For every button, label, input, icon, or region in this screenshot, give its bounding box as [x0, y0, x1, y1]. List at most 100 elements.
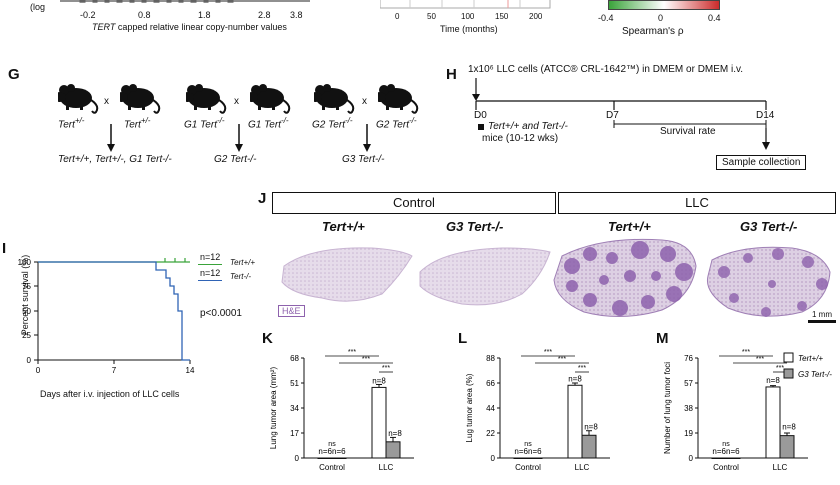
- panel-label-k: K: [262, 330, 273, 347]
- censor-marks-wt: [164, 258, 186, 262]
- panel-label-l: L: [458, 330, 468, 347]
- scale-label: 1 mm: [812, 310, 832, 319]
- mouse-icon: [250, 84, 291, 114]
- sig-stars: ***: [776, 365, 784, 372]
- left-axis-partial: (log: [30, 2, 46, 12]
- y-axis-label: Lug tumor area (%): [465, 373, 474, 442]
- left-axis-ticks: -0.2 0.8 1.8 2.8 3.8: [80, 10, 320, 22]
- left-xlabel-gene: TERT: [92, 22, 116, 32]
- left-tick: 0.8: [138, 10, 151, 20]
- cross-symbol: x: [234, 96, 239, 107]
- legend-label: Tert+/+: [798, 354, 823, 363]
- y-tick-label: 19: [684, 429, 693, 438]
- sig-stars: ***: [578, 365, 586, 372]
- stain-label: H&E: [282, 306, 301, 316]
- n-label: n=6n=6: [318, 447, 346, 456]
- mouse-icon: [58, 84, 99, 114]
- timeline-d14: D14: [756, 110, 775, 121]
- legend-ko: Tert-/-: [230, 272, 252, 281]
- panel-label-i: I: [2, 240, 7, 257]
- sig-stars: ***: [756, 356, 764, 363]
- y-tick-label: 0: [689, 454, 694, 463]
- bar: [527, 457, 543, 459]
- y-tick-label: 66: [486, 379, 495, 388]
- n-wt: n=12: [200, 252, 221, 262]
- mid-tick: 100: [461, 12, 475, 21]
- sig-stars: ***: [558, 356, 566, 363]
- colorbar-label: Spearman's ρ: [622, 26, 684, 37]
- y-tick-label: 68: [290, 354, 299, 363]
- mouse-icon: [314, 84, 355, 114]
- bar: [581, 434, 597, 459]
- lung-section-control-ko: [419, 247, 551, 306]
- colorbar-tick: 0: [658, 13, 664, 23]
- y-tick-label: 0: [295, 454, 300, 463]
- survival-curve-ko: [38, 261, 190, 361]
- group-box-control: Control: [272, 192, 556, 214]
- mouse-icon: [120, 84, 161, 114]
- group-llc-label: LLC: [685, 195, 709, 210]
- mouse-icon: [186, 84, 227, 114]
- col-label: Tert+/+: [608, 219, 651, 234]
- tumor-foci-llc-wt: [564, 241, 693, 316]
- bar: [331, 457, 347, 459]
- n-label: n=8: [766, 376, 780, 385]
- bar: [317, 457, 333, 459]
- sig-stars: ***: [382, 365, 390, 372]
- n-ko: n=12: [200, 268, 221, 278]
- histology-images: [281, 238, 831, 318]
- legend-wt: Tert+/+: [230, 258, 256, 267]
- cross-symbol: x: [104, 96, 109, 107]
- y-tick-label: 22: [486, 429, 495, 438]
- y-tick-label: 51: [290, 379, 299, 388]
- survival-ylabel: Percent survival (%): [20, 254, 30, 336]
- survival-label: Survival rate: [660, 126, 716, 137]
- mid-tick: 0: [395, 12, 400, 21]
- y-axis-label: Lung tumor area (mm²): [269, 367, 278, 450]
- panel-label-m: M: [656, 330, 669, 347]
- arrow-down-icon: [363, 124, 371, 152]
- col-label: Tert+/+: [322, 219, 365, 234]
- bar: [725, 457, 741, 459]
- chart-k-svg: 0 17 34 51 68 Lung tumor area (mm²) Control LLC…: [269, 349, 414, 472]
- mid-tick: 150: [495, 12, 509, 21]
- y-axis-label: Number of lung tumor foci: [663, 362, 672, 454]
- panel-m: M 0 19 38 57 76 Number of lung tumor foci Cont…: [652, 328, 840, 480]
- cross2-left-genotype: G1 Tert-/-: [184, 116, 225, 131]
- p-value: p<0.0001: [200, 308, 242, 319]
- cross1-left-genotype: Tert+/-: [58, 116, 85, 131]
- svg-text:75: 75: [22, 282, 31, 291]
- mid-tick: 50: [427, 12, 436, 21]
- bullet-icon: [478, 124, 484, 130]
- ns-label: ns: [328, 441, 336, 448]
- y-tick-label: 57: [684, 379, 693, 388]
- stain-badge: H&E: [278, 305, 305, 317]
- h-title: 1x10⁶ LLC cells (ATCC® CRL-1642™) in DME…: [468, 64, 744, 75]
- y-tick-label: 88: [486, 354, 495, 363]
- y-tick-label: 44: [486, 404, 495, 413]
- timeline-d7: D7: [606, 110, 619, 121]
- chart-l-svg: 0 22 44 66 88 Lug tumor area (%) Control LLC n=6…: [465, 349, 610, 472]
- survival-x-axis: 0 7 14: [36, 359, 195, 375]
- bar: [779, 435, 795, 459]
- sample-collection-label: Sample collection: [722, 157, 801, 168]
- left-axis-svg: [60, 0, 310, 3]
- sig-stars: ***: [348, 349, 356, 356]
- colorbar-tick: 0.4: [708, 13, 721, 23]
- legend-line-ko: [198, 280, 222, 281]
- n-label: n=8: [782, 423, 796, 432]
- y-tick-label: 34: [290, 404, 299, 413]
- category-label: Control: [319, 463, 345, 472]
- cross3-result: G3 Tert-/-: [342, 154, 385, 165]
- legend-swatch: [783, 352, 794, 363]
- n-label: n=6n=6: [514, 447, 542, 456]
- survival-y-axis: 100 75 50 25 0: [18, 258, 39, 365]
- legend-line-wt: [198, 264, 222, 265]
- cross1-result: Tert+/+, Tert+/-, G1 Tert-/-: [58, 154, 172, 165]
- left-tick: 3.8: [290, 10, 303, 20]
- n-label: n=6n=6: [712, 447, 740, 456]
- y-tick-label: 38: [684, 404, 693, 413]
- n-label: n=8: [388, 429, 402, 438]
- left-xlabel: TERT capped relative linear copy-number …: [92, 22, 287, 32]
- y-tick-label: 17: [290, 429, 299, 438]
